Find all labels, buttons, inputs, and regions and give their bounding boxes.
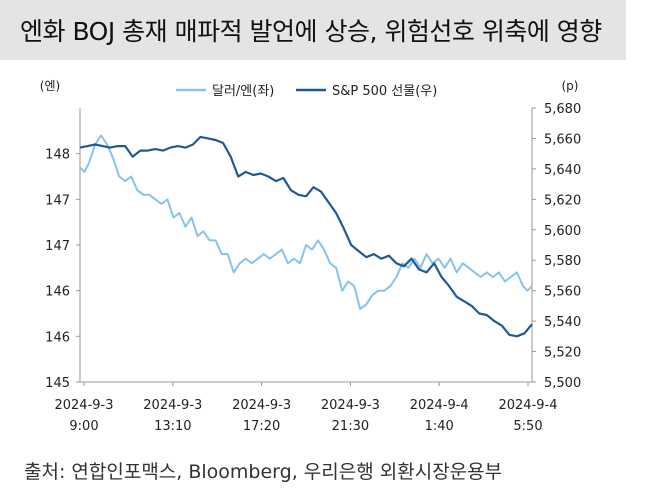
right-tick-label: 5,640 <box>544 163 581 178</box>
right-tick-label: 5,680 <box>544 102 581 117</box>
legend-label: 달러/엔(좌) <box>212 84 274 99</box>
right-tick-label: 5,560 <box>544 285 581 300</box>
sp500-futures-line <box>79 135 533 338</box>
legend-label: S&P 500 선물(우) <box>332 84 437 99</box>
right-tick-label: 5,500 <box>544 376 581 391</box>
chart-title: 엔화 BOJ 총재 매파적 발언에 상승, 위험선호 위축에 영향 <box>20 17 602 46</box>
x-tick-time: 1:40 <box>425 419 454 434</box>
right-tick-label: 5,520 <box>544 346 581 361</box>
x-tick-time: 17:20 <box>243 419 280 434</box>
right-tick-label: 5,600 <box>544 224 581 239</box>
source-note: 출처: 연합인포맥스, Bloomberg, 우리은행 외환시장운용부 <box>24 461 503 483</box>
x-tick-date: 2024-9-3 <box>54 398 113 413</box>
left-axis-unit: (엔) <box>40 79 60 93</box>
left-tick-label: 145 <box>45 376 70 391</box>
x-tick-date: 2024-9-4 <box>410 398 469 413</box>
x-tick-date: 2024-9-3 <box>321 398 380 413</box>
right-tick-label: 5,580 <box>544 254 581 269</box>
right-tick-label: 5,620 <box>544 193 581 208</box>
x-tick-time: 5:50 <box>513 419 542 434</box>
left-tick-label: 147 <box>45 239 70 254</box>
right-tick-label: 5,540 <box>544 315 581 330</box>
x-tick-time: 21:30 <box>332 419 369 434</box>
right-axis-unit: (p) <box>562 79 579 93</box>
usdjpy-line <box>79 134 533 310</box>
right-tick-label: 5,660 <box>544 132 581 147</box>
x-tick-date: 2024-9-3 <box>143 398 202 413</box>
x-tick-date: 2024-9-3 <box>232 398 291 413</box>
left-tick-label: 147 <box>45 193 70 208</box>
left-tick-label: 148 <box>45 148 70 163</box>
x-tick-date: 2024-9-4 <box>498 398 557 413</box>
title-bar: 엔화 BOJ 총재 매파적 발언에 상승, 위험선호 위축에 영향 <box>0 0 626 60</box>
x-tick-time: 13:10 <box>154 419 191 434</box>
x-tick-time: 9:00 <box>69 419 98 434</box>
left-tick-label: 146 <box>45 285 70 300</box>
chart-area: 145 146 146 147 147 148 (엔) 5,500 5,520 5,540 5,56… <box>40 79 581 434</box>
left-tick-label: 146 <box>45 330 70 345</box>
